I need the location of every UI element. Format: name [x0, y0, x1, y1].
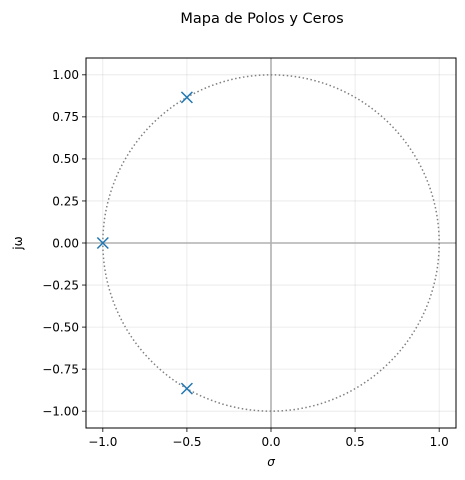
- x-tick-label: 0.0: [261, 435, 280, 449]
- x-tick-label: 1.0: [430, 435, 449, 449]
- y-tick-label: −0.50: [42, 320, 79, 334]
- x-tick-label: 0.5: [346, 435, 365, 449]
- y-tick-label: −1.00: [42, 404, 79, 418]
- y-tick-label: 1.00: [52, 68, 79, 82]
- x-tick-label: −1.0: [88, 435, 117, 449]
- pole-marker: [96, 236, 109, 250]
- y-tick-label: −0.75: [42, 362, 79, 376]
- zero-axes: [86, 58, 456, 428]
- poles: [96, 91, 193, 395]
- x-axis-ticks: −1.0 −0.5 0.0 0.5 1.0: [88, 428, 449, 449]
- y-tick-label: 0.50: [52, 152, 79, 166]
- chart-title: Mapa de Polos y Ceros: [180, 11, 343, 27]
- pole-marker-stroke: [180, 91, 193, 104]
- y-tick-label: 0.25: [52, 194, 79, 208]
- x-tick-label: −0.5: [172, 435, 201, 449]
- y-axis-label: jω: [11, 236, 25, 250]
- pole-marker: [180, 382, 193, 395]
- y-tick-label: −0.25: [42, 278, 79, 292]
- y-tick-label: 0.75: [52, 110, 79, 124]
- y-axis-ticks: −1.00 −0.75 −0.50 −0.25 0.00 0.25 0.50 0.75 1.00: [42, 68, 86, 418]
- pole-marker-stroke: [96, 236, 109, 250]
- y-tick-label: 0.00: [52, 236, 79, 250]
- pole-marker-stroke: [180, 382, 193, 395]
- pole-marker: [180, 91, 193, 104]
- x-axis-label: σ: [267, 455, 275, 469]
